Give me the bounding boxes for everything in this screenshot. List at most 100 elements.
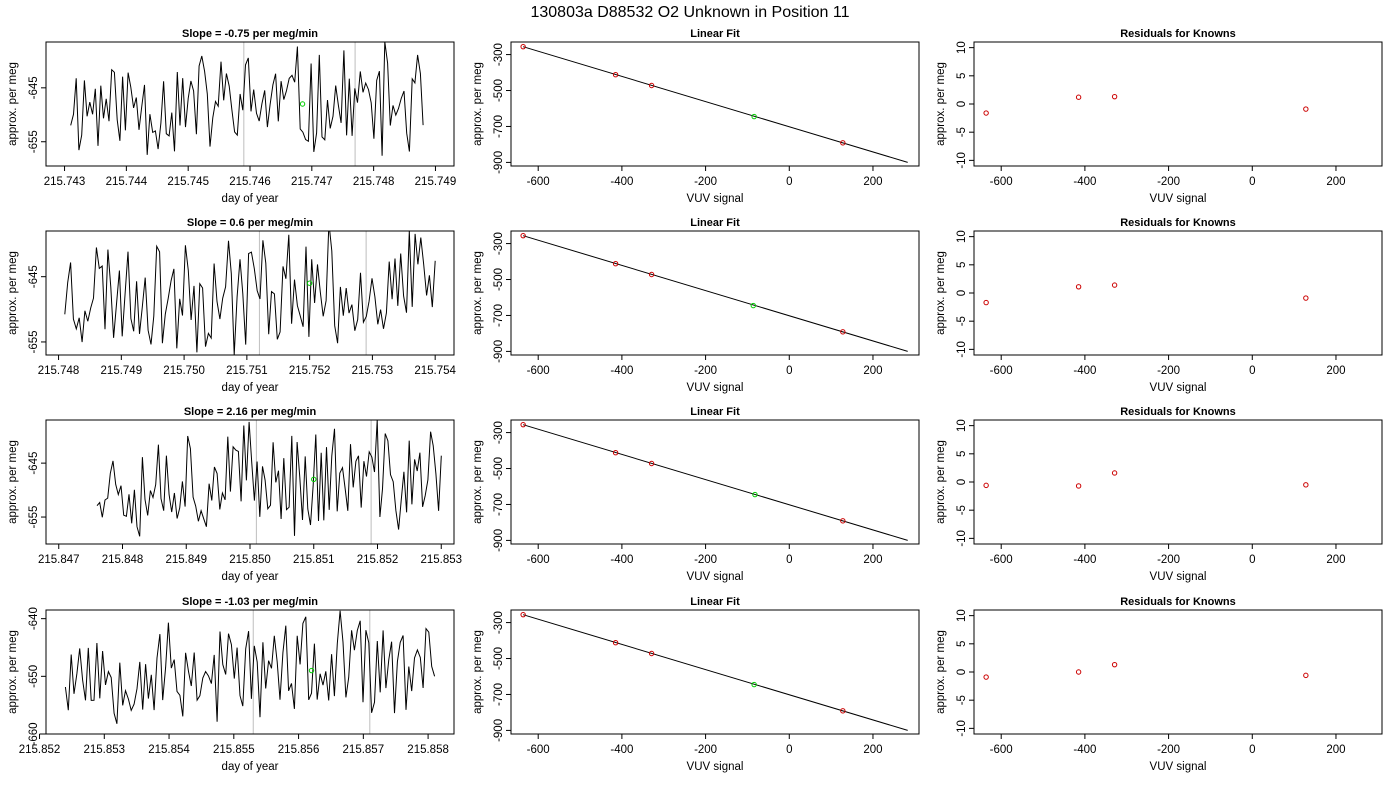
signal-series-line bbox=[96, 420, 442, 537]
x-tick-label: 215.857 bbox=[343, 744, 385, 756]
known-point bbox=[1303, 482, 1309, 488]
y-tick-label: -655 bbox=[28, 330, 40, 353]
x-tick-label: 215.853 bbox=[83, 744, 125, 756]
y-tick-label: 10 bbox=[956, 609, 968, 622]
x-tick-label: 200 bbox=[863, 744, 882, 756]
plot-frame bbox=[510, 419, 920, 545]
x-tick-label: 0 bbox=[1249, 365, 1255, 377]
x-tick-label: -400 bbox=[610, 365, 633, 377]
panel-3-1: Linear Fit -600 -400 -200 0 200 -900 -700 -500 -3… bbox=[472, 596, 920, 773]
known-point bbox=[1075, 669, 1082, 675]
unknown-point bbox=[752, 491, 758, 498]
x-axis-label: day of year bbox=[222, 382, 279, 394]
x-tick-label: -600 bbox=[990, 365, 1013, 377]
y-tick-label: -645 bbox=[28, 76, 40, 99]
known-point bbox=[983, 299, 989, 306]
x-tick-label: 215.747 bbox=[291, 176, 333, 188]
known-point bbox=[983, 482, 989, 489]
x-tick-label: 215.744 bbox=[106, 176, 148, 188]
plot-area bbox=[520, 43, 908, 163]
y-tick-label: -10 bbox=[956, 720, 968, 737]
x-tick-label: -200 bbox=[1157, 365, 1180, 377]
known-point bbox=[983, 674, 989, 680]
plot-frame bbox=[45, 419, 455, 545]
x-tick-label: 215.850 bbox=[229, 554, 271, 566]
y-axis-label: approx. per meg bbox=[7, 440, 19, 524]
x-tick-label: -200 bbox=[1157, 554, 1180, 566]
plot-area bbox=[70, 42, 424, 166]
y-axis-label: approx. per meg bbox=[472, 440, 484, 524]
plot-frame bbox=[973, 419, 1383, 545]
x-tick-label: 215.855 bbox=[213, 744, 255, 756]
x-tick-label: 200 bbox=[1326, 744, 1345, 756]
plot-frame bbox=[510, 230, 920, 356]
y-tick-label: -10 bbox=[956, 530, 968, 547]
known-point bbox=[983, 110, 989, 116]
y-tick-label: -10 bbox=[956, 152, 968, 169]
panel-1-0: Slope = 0.6 per meg/min 215.748 215.749 215… bbox=[7, 217, 457, 394]
y-tick-label: -500 bbox=[493, 79, 505, 102]
x-tick-label: 200 bbox=[1326, 554, 1345, 566]
panel-title: Residuals for Knowns bbox=[1120, 406, 1236, 418]
plot-frame bbox=[510, 609, 920, 735]
y-tick-label: 10 bbox=[956, 41, 968, 54]
x-tick-label: -400 bbox=[1073, 365, 1096, 377]
y-tick-label: -900 bbox=[493, 151, 505, 174]
fit-line bbox=[522, 46, 908, 163]
y-tick-label: -655 bbox=[28, 506, 40, 529]
y-axis-label: approx. per meg bbox=[472, 630, 484, 714]
x-tick-label: 215.854 bbox=[148, 744, 190, 756]
x-tick-label: -400 bbox=[610, 176, 633, 188]
signal-series-line bbox=[70, 42, 424, 156]
panel-0-1: Linear Fit -600 -400 -200 0 200 -900 -700 -500 -3… bbox=[472, 28, 920, 205]
known-point bbox=[840, 329, 846, 335]
x-axis-label: VUV signal bbox=[1150, 761, 1207, 773]
known-point bbox=[840, 140, 846, 146]
known-point bbox=[1111, 282, 1118, 288]
plot-area bbox=[983, 282, 1309, 306]
unknown-point bbox=[306, 280, 313, 286]
x-tick-label: 215.852 bbox=[357, 554, 399, 566]
panel-0-0: Slope = -0.75 per meg/min 215.743 215.744 2… bbox=[7, 28, 456, 205]
panel-2-1: Linear Fit -600 -400 -200 0 200 -900 -700 -500 -3… bbox=[472, 406, 920, 583]
y-axis-label: approx. per meg bbox=[935, 440, 947, 524]
panel-0-2: Residuals for Knowns -600 -400 -200 0 200 -10 -… bbox=[935, 28, 1383, 205]
known-point bbox=[612, 72, 619, 78]
x-axis-label: day of year bbox=[222, 761, 279, 773]
y-axis-label: approx. per meg bbox=[472, 62, 484, 146]
unknown-point bbox=[751, 113, 757, 120]
x-tick-label: -600 bbox=[527, 365, 550, 377]
x-tick-label: -400 bbox=[610, 554, 633, 566]
known-point bbox=[520, 611, 526, 618]
x-axis-label: day of year bbox=[222, 571, 279, 583]
plot-area bbox=[64, 231, 436, 355]
x-tick-label: -600 bbox=[990, 744, 1013, 756]
x-tick-label: 215.754 bbox=[414, 365, 456, 377]
x-axis-label: VUV signal bbox=[687, 761, 744, 773]
panel-3-0: Slope = -1.03 per meg/min 215.852 215.853 2… bbox=[7, 596, 455, 773]
x-tick-label: 215.748 bbox=[353, 176, 395, 188]
x-tick-label: -600 bbox=[527, 554, 550, 566]
plot-frame bbox=[973, 41, 1383, 167]
x-tick-label: 200 bbox=[863, 554, 882, 566]
plot-frame bbox=[973, 609, 1383, 735]
panel-title: Linear Fit bbox=[690, 28, 740, 40]
y-tick-label: -645 bbox=[28, 265, 40, 288]
y-tick-label: 10 bbox=[956, 230, 968, 243]
x-tick-label: -200 bbox=[694, 365, 717, 377]
y-tick-label: -660 bbox=[28, 722, 40, 745]
y-axis-label: approx. per meg bbox=[935, 251, 947, 335]
panel-title: Linear Fit bbox=[690, 217, 740, 229]
plot-area bbox=[983, 470, 1309, 489]
figure-title: 130803a D88532 O2 Unknown in Position 11 bbox=[530, 4, 849, 21]
x-axis-label: VUV signal bbox=[687, 571, 744, 583]
x-tick-label: 215.745 bbox=[167, 176, 209, 188]
known-point bbox=[1303, 106, 1309, 112]
known-point bbox=[1111, 661, 1118, 668]
plot-area bbox=[520, 611, 908, 731]
unknown-point bbox=[299, 101, 306, 107]
y-axis-label: approx. per meg bbox=[935, 630, 947, 714]
x-tick-label: -200 bbox=[694, 176, 717, 188]
plot-area bbox=[64, 610, 436, 734]
